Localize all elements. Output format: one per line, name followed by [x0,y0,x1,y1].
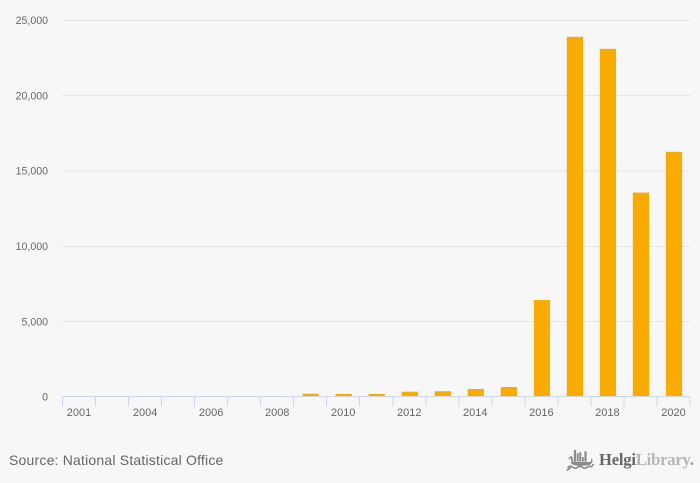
svg-text:2008: 2008 [265,407,289,419]
svg-text:Source: National Statistical O: Source: National Statistical Office [9,452,224,468]
svg-text:2016: 2016 [529,407,553,419]
svg-text:2001: 2001 [67,407,91,419]
svg-text:2010: 2010 [331,407,355,419]
svg-text:2018: 2018 [595,407,619,419]
svg-text:0: 0 [42,392,48,404]
svg-text:15,000: 15,000 [16,166,49,178]
svg-text:2004: 2004 [133,407,157,419]
svg-text:2014: 2014 [463,407,487,419]
svg-text:HelgiLibrary.: HelgiLibrary. [599,450,694,469]
svg-text:2020: 2020 [661,407,685,419]
svg-text:2006: 2006 [199,407,223,419]
svg-text:25,000: 25,000 [16,15,49,27]
svg-text:2012: 2012 [397,407,421,419]
svg-text:5,000: 5,000 [21,316,48,328]
svg-text:10,000: 10,000 [16,241,49,253]
svg-text:20,000: 20,000 [16,90,49,102]
